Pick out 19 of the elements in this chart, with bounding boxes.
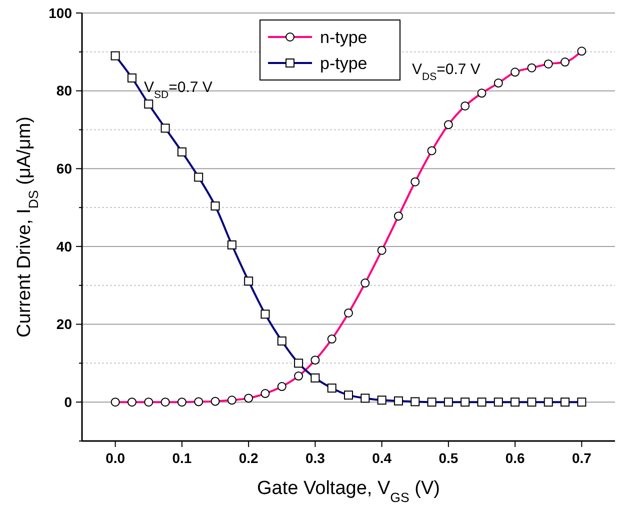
x-tick-label: 0.1 bbox=[172, 450, 192, 466]
annotation: V$_{SD}$=0.7 V bbox=[144, 79, 212, 101]
x-tick-label: 0.2 bbox=[238, 450, 259, 466]
y-tick-label: 100 bbox=[48, 4, 72, 21]
x-tick-label: 0.0 bbox=[106, 450, 126, 466]
y-tick-label: 20 bbox=[56, 316, 72, 332]
x-tick-label: 0.3 bbox=[305, 450, 326, 466]
x-tick-label: 0.7 bbox=[572, 450, 592, 466]
legend-label: n-type bbox=[320, 28, 368, 47]
y-tick-label: 0 bbox=[64, 394, 72, 410]
x-tick-label: 0.4 bbox=[372, 450, 392, 466]
y-tick-label: 40 bbox=[56, 238, 72, 254]
y-tick-label: 80 bbox=[56, 82, 72, 99]
annotation: V$_{DS}$=0.7 V bbox=[412, 61, 480, 83]
y-tick-label: 60 bbox=[56, 160, 72, 177]
x-tick-label: 0.6 bbox=[505, 450, 526, 466]
legend-label: p-type bbox=[320, 54, 368, 73]
x-axis-title: Gate Voltage, V$_{GS}$ (V) bbox=[257, 478, 440, 504]
x-tick-label: 0.5 bbox=[438, 450, 458, 466]
